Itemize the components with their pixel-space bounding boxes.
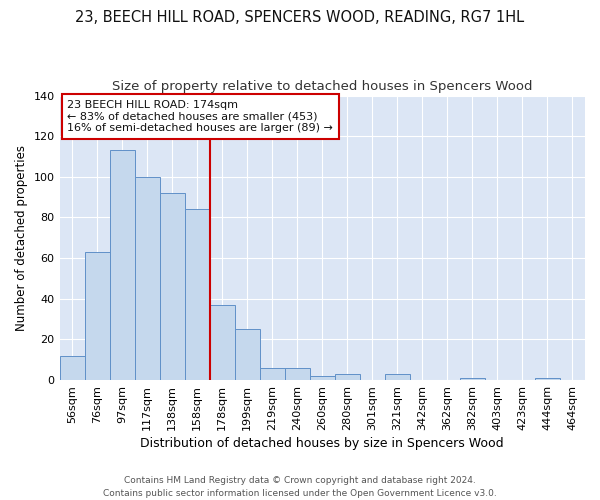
Bar <box>185 210 209 380</box>
X-axis label: Distribution of detached houses by size in Spencers Wood: Distribution of detached houses by size … <box>140 437 504 450</box>
Bar <box>535 378 560 380</box>
Bar <box>310 376 335 380</box>
Bar <box>160 193 185 380</box>
Bar <box>85 252 110 380</box>
Bar <box>209 305 235 380</box>
Bar <box>260 368 285 380</box>
Text: Contains HM Land Registry data © Crown copyright and database right 2024.
Contai: Contains HM Land Registry data © Crown c… <box>103 476 497 498</box>
Bar <box>110 150 134 380</box>
Bar <box>134 177 160 380</box>
Bar <box>335 374 360 380</box>
Y-axis label: Number of detached properties: Number of detached properties <box>15 145 28 331</box>
Bar <box>59 356 85 380</box>
Bar <box>285 368 310 380</box>
Title: Size of property relative to detached houses in Spencers Wood: Size of property relative to detached ho… <box>112 80 533 93</box>
Bar <box>235 330 260 380</box>
Text: 23 BEECH HILL ROAD: 174sqm
← 83% of detached houses are smaller (453)
16% of sem: 23 BEECH HILL ROAD: 174sqm ← 83% of deta… <box>67 100 333 133</box>
Bar <box>385 374 410 380</box>
Bar <box>460 378 485 380</box>
Text: 23, BEECH HILL ROAD, SPENCERS WOOD, READING, RG7 1HL: 23, BEECH HILL ROAD, SPENCERS WOOD, READ… <box>76 10 524 25</box>
